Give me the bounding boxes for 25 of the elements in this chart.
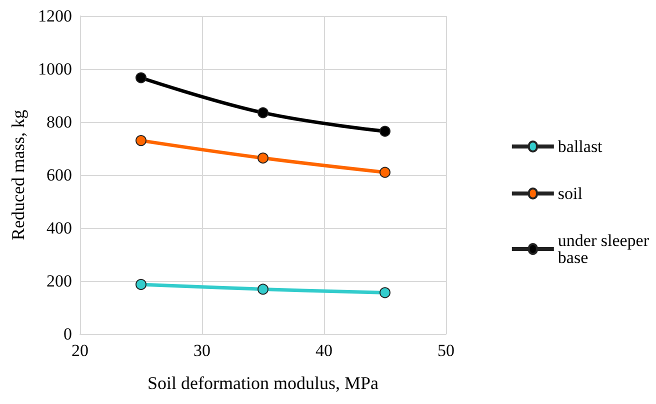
point (136, 72, 146, 84)
x-tick-label: 40 (316, 341, 332, 360)
legend-label: under sleeper base (558, 231, 650, 267)
y-tick-label: 800 (46, 112, 72, 132)
y-axis-title: Reduced mass, kg (8, 110, 28, 240)
x-tick-label: 30 (194, 341, 210, 360)
x-tick-label: 50 (438, 341, 454, 360)
y-tick-label: 1200 (38, 6, 72, 26)
legend-label: ballast (558, 137, 603, 156)
point (258, 107, 268, 118)
point (136, 135, 146, 146)
y-tick-label: 600 (46, 166, 72, 184)
y-tick-label: 200 (46, 272, 72, 290)
x-axis-title: Soil deformation modulus, MPa (148, 373, 379, 393)
y-tick-label: 1000 (38, 60, 72, 78)
point (380, 166, 390, 178)
y-tick-label: 0 (64, 324, 72, 344)
point (258, 152, 268, 164)
point (258, 284, 268, 295)
point (380, 126, 390, 137)
point (380, 287, 390, 298)
legend-label: soil (558, 184, 583, 203)
y-tick-label: 400 (46, 218, 72, 238)
point (136, 278, 146, 290)
x-tick-label: 20 (72, 341, 88, 360)
